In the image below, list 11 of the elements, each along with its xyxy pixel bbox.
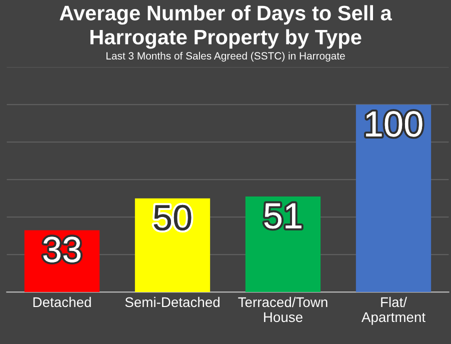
x-tick-label: Detached — [33, 296, 91, 308]
data-label: 100 — [366, 111, 422, 137]
chart-title: Average Number of Days to Sell a Harrogate Property by Type — [60, 5, 392, 49]
chart-subtitle: Last 3 Months of Sales Agreed (SSTC) in Harrogate — [106, 52, 345, 62]
bar — [356, 104, 432, 292]
data-label: 50 — [154, 204, 192, 230]
data-label: 51 — [264, 203, 302, 229]
data-label: 33 — [43, 236, 81, 262]
x-tick-label: Flat/ Apartment — [361, 296, 426, 325]
x-tick-label: Semi-Detached — [125, 296, 220, 308]
x-tick-label: Terraced/Town House — [238, 296, 328, 322]
